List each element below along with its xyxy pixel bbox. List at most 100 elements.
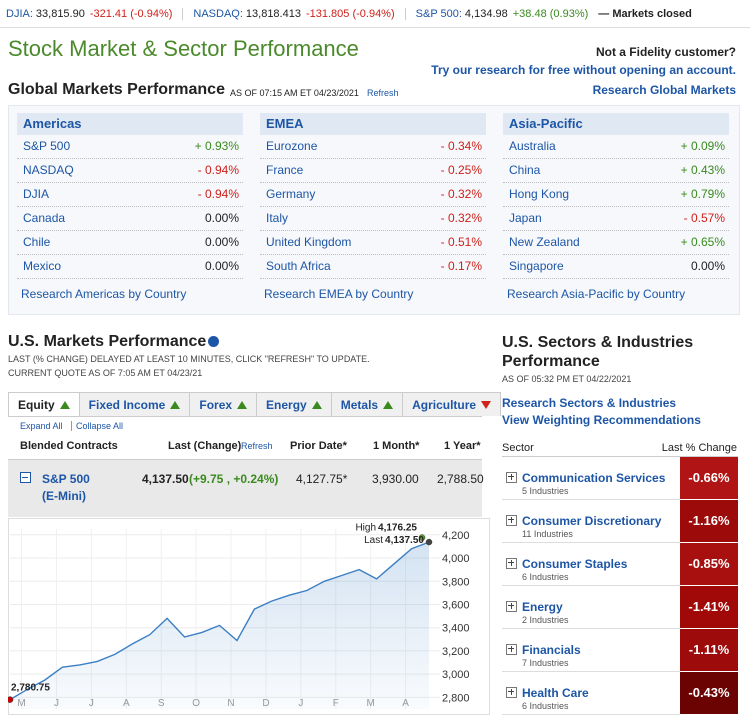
- market-name[interactable]: Hong Kong: [509, 187, 570, 201]
- region-link[interactable]: Research Americas by Country: [21, 287, 187, 301]
- market-name[interactable]: S&P 500: [23, 139, 71, 153]
- tab-arrow: [59, 400, 70, 409]
- sep: [71, 421, 72, 431]
- expand-link[interactable]: Expand All: [20, 421, 63, 431]
- ticker-value: 13,818.413: [245, 7, 301, 20]
- market-change: 0.00%: [690, 259, 725, 273]
- region-row: NASDAQ - 0.94%: [17, 159, 243, 183]
- column-header: Blended Contracts: [20, 440, 118, 452]
- region-header: EMEA: [260, 113, 486, 135]
- market-name[interactable]: Japan: [509, 211, 542, 225]
- plus-v: [511, 689, 512, 695]
- tab-label: Agriculture: [412, 397, 477, 412]
- sector-sub: 6 Industries: [522, 572, 569, 582]
- last: 4,137.50: [142, 472, 189, 486]
- ticker-change: -131.805 (-0.94%): [305, 7, 395, 20]
- sector-name[interactable]: Health Care: [522, 686, 589, 700]
- sector-change: -1.41%: [680, 586, 738, 629]
- market-name[interactable]: Mexico: [23, 259, 62, 273]
- tab[interactable]: Energy: [256, 392, 332, 416]
- sector-change: -0.43%: [680, 672, 738, 715]
- tab-label: Equity: [18, 397, 55, 412]
- region-row: S&P 500 + 0.93%: [17, 135, 243, 159]
- annotation-point: [418, 534, 426, 541]
- market-name[interactable]: NASDAQ: [23, 163, 74, 177]
- region-row: Eurozone - 0.34%: [260, 135, 486, 159]
- change: (+9.75 , +0.24%): [189, 472, 279, 486]
- contract-sub: (E-Mini): [42, 489, 86, 503]
- market-name[interactable]: Australia: [509, 139, 556, 153]
- market-name[interactable]: Singapore: [509, 259, 564, 273]
- annotation-point: [425, 538, 433, 546]
- sector-name[interactable]: Communication Services: [522, 471, 666, 485]
- sector-link[interactable]: Research Sectors & Industries: [502, 396, 677, 410]
- ticker-item: S&P 500: 4,134.98 +38.48 (0.93%): [404, 7, 588, 20]
- refresh-link[interactable]: Refresh: [367, 88, 399, 98]
- sector-name[interactable]: Consumer Discretionary: [522, 514, 662, 528]
- tab[interactable]: Equity: [8, 392, 80, 416]
- sector-sub: 2 Industries: [522, 615, 569, 625]
- market-name[interactable]: Chile: [23, 235, 51, 249]
- market-name[interactable]: DJIA: [23, 187, 50, 201]
- region-row: Germany - 0.32%: [260, 183, 486, 207]
- sector-name[interactable]: Energy: [522, 600, 563, 614]
- tab[interactable]: Agriculture: [402, 392, 502, 416]
- sector-name[interactable]: Consumer Staples: [522, 557, 628, 571]
- region: Asia-Pacific Australia + 0.09% China + 0.43%…: [503, 113, 729, 301]
- tab-label: Metals: [340, 397, 379, 412]
- column-header: Last % Change: [661, 442, 737, 454]
- contract-name[interactable]: S&P 500: [42, 472, 90, 486]
- tab-label: Energy: [266, 397, 307, 412]
- ticker-value: 33,815.90: [35, 7, 85, 20]
- note: CURRENT QUOTE AS OF 7:05 AM ET 04/23/21: [8, 368, 203, 378]
- market-name[interactable]: New Zealand: [509, 235, 580, 249]
- market-change: - 0.94%: [197, 187, 239, 201]
- region-link[interactable]: Research Asia-Pacific by Country: [507, 287, 686, 301]
- market-change: - 0.32%: [440, 187, 482, 201]
- region-header: Americas: [17, 113, 243, 135]
- trial-link[interactable]: Try our research for free without openin…: [431, 63, 736, 77]
- market-name[interactable]: Eurozone: [266, 139, 318, 153]
- tab-label: Fixed Income: [88, 397, 166, 412]
- research-link[interactable]: Research Global Markets: [592, 83, 736, 97]
- tab[interactable]: Fixed Income: [78, 392, 191, 416]
- ticker-item: DJIA: 33,815.90 -321.41 (-0.94%): [6, 8, 172, 20]
- market-change: - 0.32%: [440, 211, 482, 225]
- y-tick-label: 4,000: [442, 553, 470, 565]
- quote-row: [8, 459, 482, 517]
- y-tick-label: 4,200: [442, 530, 470, 542]
- tab-arrow: [383, 400, 394, 409]
- y-tick-label: 3,200: [442, 646, 470, 658]
- market-name[interactable]: France: [266, 163, 304, 177]
- market-change: - 0.57%: [683, 211, 725, 225]
- market-name[interactable]: South Africa: [266, 259, 331, 273]
- sector-link[interactable]: View Weighting Recommendations: [502, 413, 701, 427]
- market-name[interactable]: United Kingdom: [266, 235, 352, 249]
- market-change: - 0.94%: [197, 163, 239, 177]
- market-name[interactable]: Italy: [266, 211, 289, 225]
- region-row: New Zealand + 0.65%: [503, 231, 729, 255]
- market-change: + 0.43%: [680, 163, 725, 177]
- row-rule: [502, 671, 680, 672]
- section-title: U.S. Sectors & Industries Performance: [502, 334, 694, 370]
- header-rule: [502, 456, 738, 457]
- region-link[interactable]: Research EMEA by Country: [264, 287, 414, 301]
- tab[interactable]: Metals: [330, 392, 404, 416]
- sector-name[interactable]: Financials: [522, 643, 581, 657]
- refresh-link[interactable]: Refresh: [241, 441, 273, 451]
- tab[interactable]: Forex: [189, 392, 258, 416]
- market-name[interactable]: China: [509, 163, 541, 177]
- market-name[interactable]: Germany: [266, 187, 316, 201]
- market-name[interactable]: Canada: [23, 211, 66, 225]
- global-panel: Americas S&P 500 + 0.93% NASDAQ - 0.94% DJIA -…: [8, 105, 740, 315]
- row-rule: [502, 499, 680, 500]
- collapse-link[interactable]: Collapse All: [76, 421, 124, 431]
- plus-v: [511, 646, 512, 652]
- ticker-name: S&P 500:: [415, 7, 462, 20]
- annotation-value: 2,780.75: [11, 683, 50, 694]
- sector-change: -1.11%: [680, 629, 738, 672]
- tab-label: Forex: [199, 397, 233, 412]
- column-header: Sector: [502, 442, 534, 454]
- plus-v: [511, 517, 512, 523]
